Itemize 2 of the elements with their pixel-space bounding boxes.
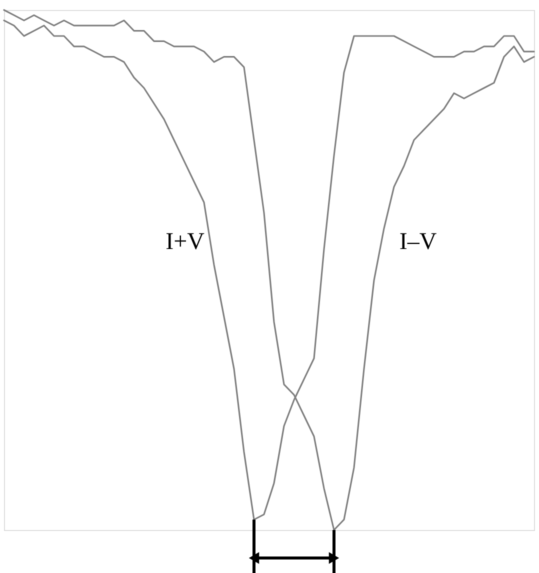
series-label: I+V (166, 229, 206, 255)
series-label: I–V (399, 229, 438, 255)
